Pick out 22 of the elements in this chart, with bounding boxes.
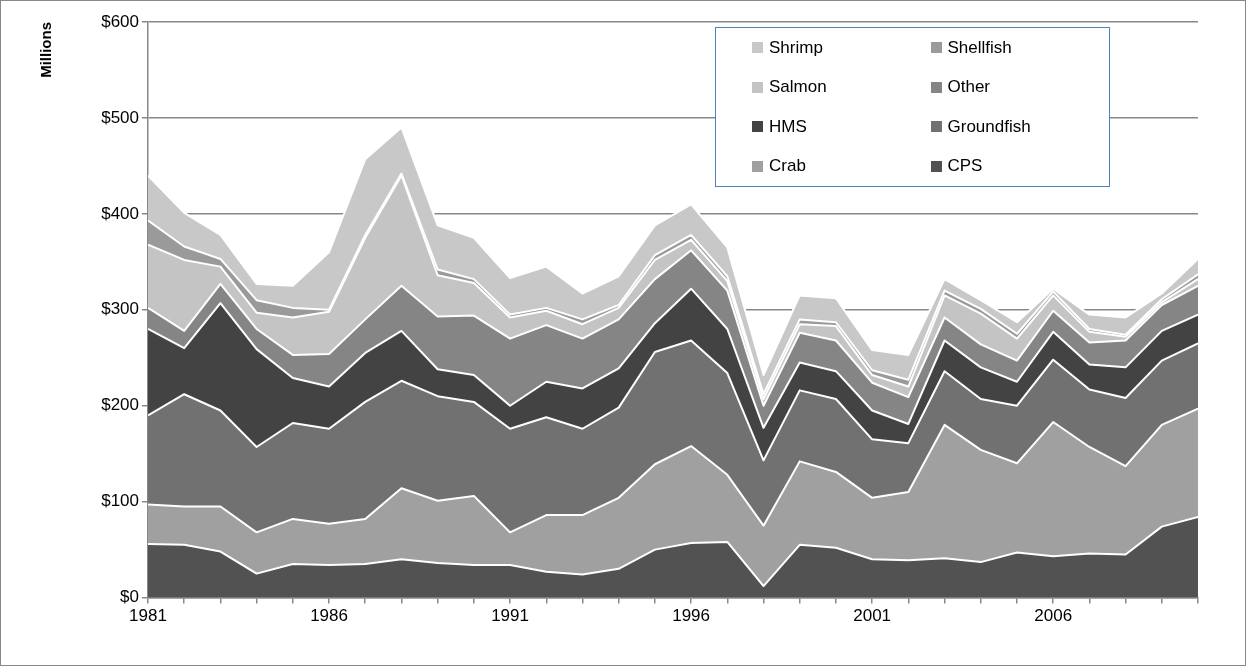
legend-label: Groundfish xyxy=(947,116,1031,137)
y-tick-label: $100 xyxy=(101,491,139,511)
legend-label: Shrimp xyxy=(769,37,823,58)
x-tick-label: 2001 xyxy=(853,606,892,626)
y-tick-label: $600 xyxy=(101,11,139,31)
x-tick-label: 1986 xyxy=(310,606,348,626)
y-tick-label: $300 xyxy=(101,299,139,319)
y-tick-label: $0 xyxy=(120,587,139,607)
y-axis-title: Millions xyxy=(37,22,55,78)
legend-label: Crab xyxy=(769,156,806,177)
legend-label: Shellfish xyxy=(947,37,1012,58)
x-tick-label: 1996 xyxy=(672,606,711,626)
x-tick-label: 1991 xyxy=(491,606,529,626)
legend-label: HMS xyxy=(769,116,807,137)
y-tick-label: $500 xyxy=(101,107,139,127)
x-tick-label: 2006 xyxy=(1034,606,1073,626)
y-tick-label: $200 xyxy=(101,395,139,415)
legend-label: Salmon xyxy=(769,77,827,98)
legend-label: Other xyxy=(947,77,991,98)
legend-label: CPS xyxy=(947,156,983,177)
y-tick-label: $400 xyxy=(101,203,139,223)
x-tick-label: 1981 xyxy=(129,606,167,626)
